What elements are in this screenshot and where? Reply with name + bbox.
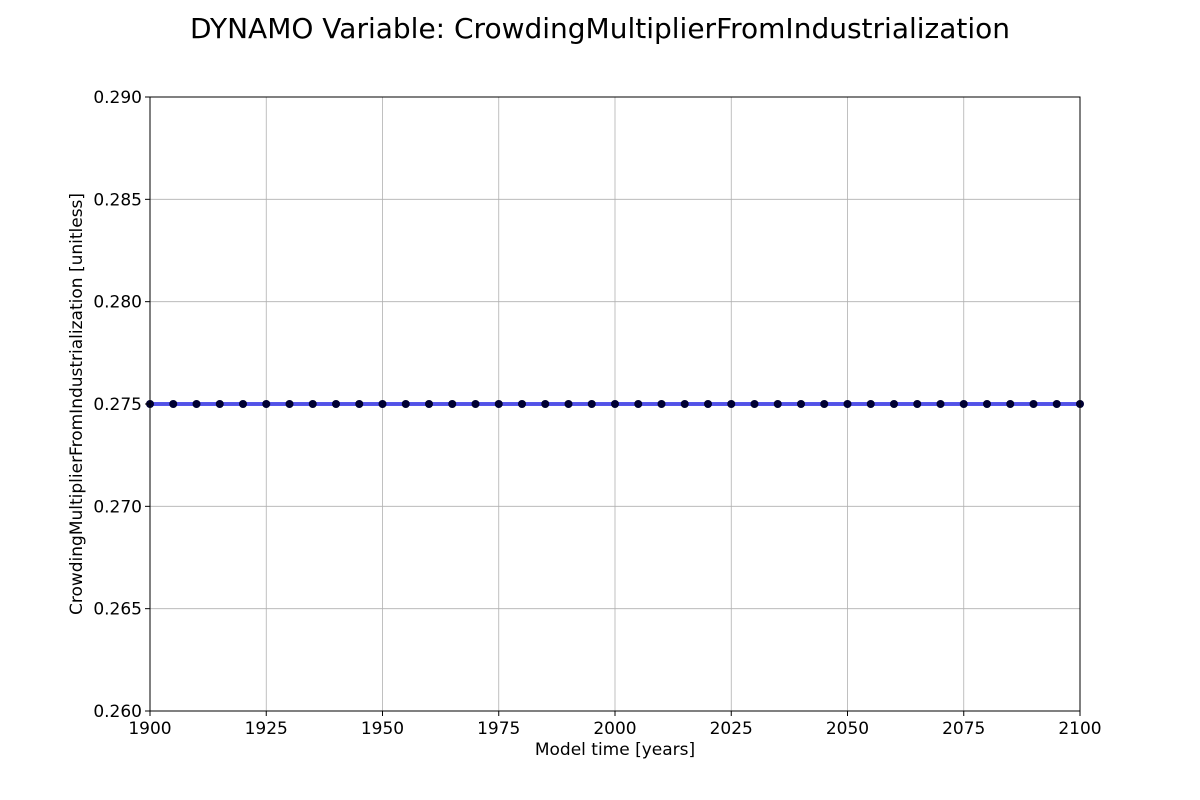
data-point: [192, 400, 201, 408]
y-tick-label: 0.260: [93, 702, 142, 722]
x-tick-label: 2025: [710, 719, 753, 739]
x-axis-label: Model time [years]: [535, 740, 695, 760]
data-point: [959, 400, 968, 408]
data-point: [1052, 400, 1061, 408]
x-tick-label: 1975: [477, 719, 520, 739]
data-point: [378, 400, 387, 408]
data-point: [518, 400, 526, 408]
data-point: [750, 400, 759, 408]
chart-title: DYNAMO Variable: CrowdingMultiplierFromI…: [190, 12, 1010, 45]
data-point: [983, 400, 991, 408]
series-layer: [146, 400, 1084, 408]
data-point: [843, 400, 852, 408]
data-point: [401, 400, 410, 408]
x-tick-label: 2050: [826, 719, 869, 739]
data-point: [634, 400, 643, 408]
ticks-layer: 1900 1925 1950 1975 2000 2025 2050 2075 2100 0.26…: [93, 88, 1101, 739]
y-axis-label: CrowdingMultiplierFromIndustrialization …: [67, 193, 87, 615]
data-point: [727, 400, 736, 408]
data-point: [657, 400, 666, 408]
y-tick-label: 0.270: [93, 497, 142, 517]
data-point: [239, 400, 247, 408]
y-tick-label: 0.280: [93, 293, 142, 313]
data-point: [308, 400, 317, 408]
data-point: [797, 400, 805, 408]
data-point: [215, 400, 224, 408]
data-point: [866, 400, 875, 408]
data-point: [704, 400, 712, 408]
data-point: [355, 400, 364, 408]
data-point: [425, 400, 433, 408]
data-point: [936, 400, 945, 408]
y-tick-label: 0.275: [93, 395, 142, 415]
data-point: [285, 400, 294, 408]
x-tick-label: 2000: [593, 719, 636, 739]
data-point: [680, 400, 689, 408]
data-point: [820, 400, 829, 408]
data-point: [773, 400, 782, 408]
data-point: [890, 400, 898, 408]
data-point: [1006, 400, 1015, 408]
y-tick-label: 0.285: [93, 190, 142, 210]
data-point: [471, 400, 480, 408]
x-tick-label: 1900: [128, 719, 171, 739]
data-point: [1029, 400, 1038, 408]
x-tick-label: 2075: [942, 719, 985, 739]
y-tick-label: 0.290: [93, 88, 142, 108]
data-point: [913, 400, 922, 408]
data-point: [332, 400, 340, 408]
data-point: [564, 400, 573, 408]
y-tick-label: 0.265: [93, 600, 142, 620]
x-tick-label: 1925: [245, 719, 288, 739]
data-point: [587, 400, 596, 408]
data-point: [611, 400, 619, 408]
x-tick-label: 1950: [361, 719, 404, 739]
data-point: [262, 400, 271, 408]
data-point: [494, 400, 503, 408]
data-point: [448, 400, 457, 408]
data-point: [541, 400, 550, 408]
x-tick-label: 2100: [1058, 719, 1101, 739]
data-point: [169, 400, 178, 408]
